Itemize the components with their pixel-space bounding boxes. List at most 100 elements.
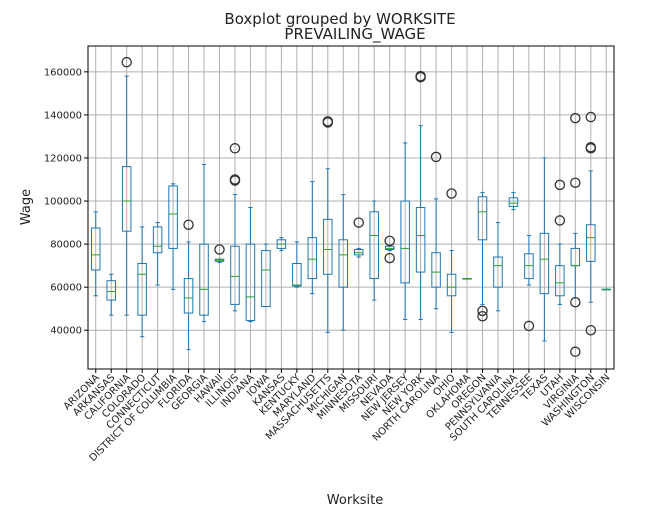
iqr-box bbox=[384, 245, 395, 250]
iqr-box bbox=[431, 252, 441, 288]
iqr-box bbox=[446, 273, 457, 297]
iqr-box bbox=[493, 256, 503, 288]
outlier-point bbox=[523, 320, 535, 332]
outlier-point bbox=[430, 151, 442, 163]
outlier-point bbox=[585, 141, 597, 153]
outlier-point bbox=[322, 116, 334, 127]
y-tick-label: 120000 bbox=[44, 153, 82, 164]
iqr-box bbox=[524, 253, 534, 280]
box-tennessee bbox=[523, 234, 535, 332]
box-massachusetts bbox=[322, 116, 334, 333]
y-tick-label: 160000 bbox=[44, 67, 82, 78]
iqr-box bbox=[508, 197, 519, 207]
iqr-box bbox=[292, 262, 302, 287]
outlier-point bbox=[214, 244, 225, 255]
iqr-box bbox=[415, 207, 426, 273]
iqr-box bbox=[307, 237, 318, 280]
outlier-point bbox=[585, 111, 597, 123]
outlier-point bbox=[570, 296, 581, 308]
box-south-carolina bbox=[508, 191, 519, 211]
box-iowa bbox=[261, 243, 271, 308]
box-new-york bbox=[415, 70, 426, 320]
iqr-box bbox=[183, 278, 194, 314]
outlier-point bbox=[554, 215, 566, 226]
outlier-point bbox=[415, 70, 426, 82]
plot-area: 400006000080000100000120000140000160000A… bbox=[44, 45, 615, 464]
outlier-point bbox=[585, 324, 597, 336]
outlier-point bbox=[353, 217, 364, 228]
box-illinois bbox=[229, 143, 241, 312]
iqr-box bbox=[338, 239, 349, 288]
iqr-box bbox=[230, 245, 240, 305]
box-arkansas bbox=[106, 273, 116, 316]
iqr-box bbox=[121, 166, 132, 232]
outlier-point bbox=[477, 305, 488, 317]
iqr-box bbox=[90, 227, 101, 271]
box-texas bbox=[539, 157, 550, 342]
x-axis-label: Worksite bbox=[327, 493, 383, 508]
y-tick-label: 80000 bbox=[50, 240, 82, 251]
box-missouri bbox=[369, 200, 379, 301]
box-kansas bbox=[276, 237, 287, 252]
iqr-box bbox=[400, 200, 410, 284]
iqr-box bbox=[245, 243, 256, 322]
iqr-box bbox=[106, 280, 116, 301]
box-oklahoma bbox=[462, 278, 472, 280]
box-minnesota bbox=[353, 217, 364, 258]
box-utah bbox=[554, 179, 566, 305]
outlier-point bbox=[121, 56, 132, 68]
box-ohio bbox=[446, 188, 457, 333]
box-nevada bbox=[384, 235, 395, 264]
y-tick-label: 60000 bbox=[50, 283, 82, 294]
box-wisconsin bbox=[601, 288, 612, 291]
outlier-point bbox=[183, 219, 194, 230]
chart-subtitle: PREVAILING_WAGE bbox=[284, 25, 425, 44]
box-arizona bbox=[90, 211, 101, 297]
outlier-point bbox=[477, 310, 488, 322]
y-tick-label: 40000 bbox=[50, 326, 82, 337]
iqr-box bbox=[137, 262, 147, 316]
iqr-box bbox=[168, 185, 178, 249]
box-new-jersey bbox=[400, 142, 410, 320]
outlier-point bbox=[570, 346, 581, 358]
chart-title: Boxplot grouped by WORKSITE bbox=[224, 10, 455, 28]
box-connecticut bbox=[152, 222, 163, 286]
box-virginia bbox=[570, 112, 581, 358]
box-kentucky bbox=[292, 241, 302, 288]
y-tick-label: 140000 bbox=[44, 110, 82, 121]
iqr-box bbox=[555, 265, 565, 297]
box-california bbox=[121, 56, 132, 316]
plot-frame bbox=[87, 45, 615, 370]
outlier-point bbox=[229, 143, 241, 154]
iqr-box bbox=[261, 250, 271, 308]
outlier-point bbox=[446, 188, 457, 199]
box-washington bbox=[585, 111, 597, 336]
box-florida bbox=[183, 219, 194, 351]
y-axis-label: Wage bbox=[19, 189, 34, 225]
outlier-point bbox=[384, 252, 395, 264]
iqr-box bbox=[539, 232, 550, 295]
outlier-point bbox=[570, 112, 581, 124]
iqr-box bbox=[477, 196, 488, 241]
box-indiana bbox=[245, 207, 256, 323]
outlier-point bbox=[554, 179, 566, 191]
box-maryland bbox=[307, 181, 318, 295]
y-tick-label: 100000 bbox=[44, 197, 82, 208]
box-north-carolina bbox=[430, 151, 442, 310]
outlier-point bbox=[570, 177, 581, 188]
outlier-point bbox=[229, 174, 241, 185]
box-michigan bbox=[338, 194, 349, 331]
box-oregon bbox=[477, 191, 488, 322]
box-district-of-columbia bbox=[168, 183, 178, 290]
outlier-point bbox=[384, 235, 395, 247]
box-hawaii bbox=[214, 244, 225, 263]
iqr-box bbox=[586, 224, 596, 262]
iqr-box bbox=[323, 218, 333, 275]
iqr-box bbox=[152, 226, 163, 254]
iqr-box bbox=[199, 243, 209, 316]
iqr-box bbox=[369, 211, 379, 280]
box-colorado bbox=[137, 226, 147, 338]
box-georgia bbox=[199, 163, 209, 323]
iqr-box bbox=[353, 248, 364, 256]
